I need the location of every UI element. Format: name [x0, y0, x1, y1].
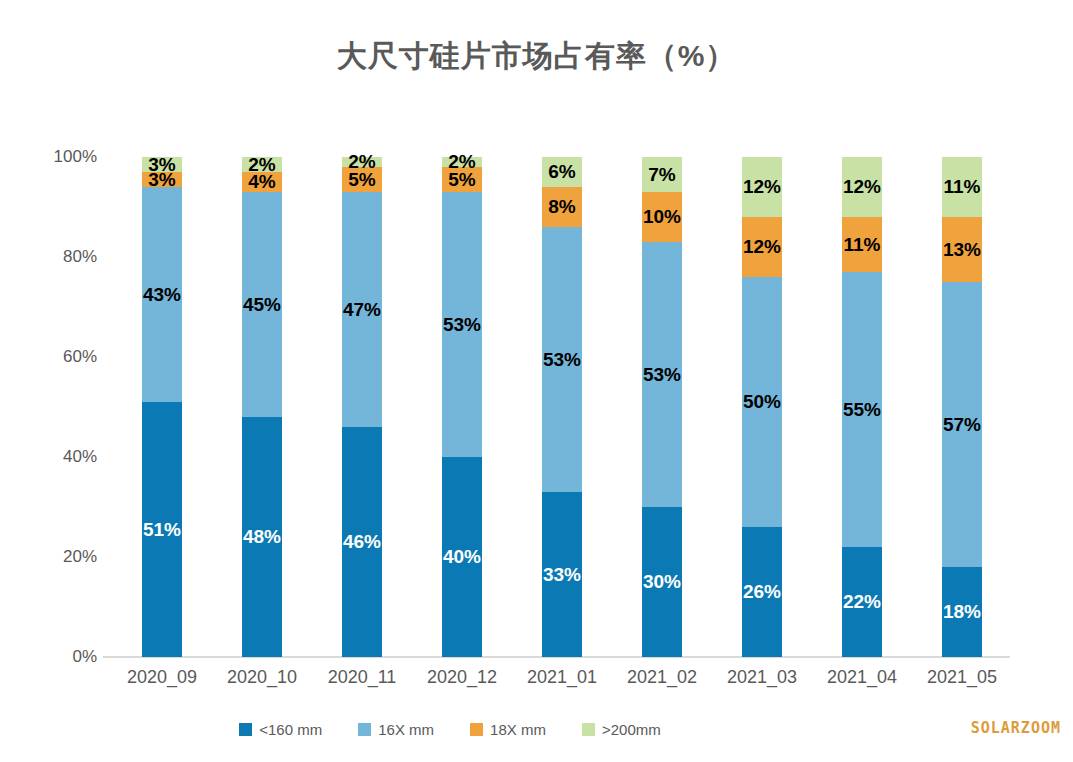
x-axis-tick-label: 2021_03 [707, 667, 817, 688]
bar-segment [842, 547, 882, 657]
bar-segment [642, 242, 682, 507]
bar-segment [242, 157, 282, 172]
bar-segment [342, 427, 382, 657]
bar-segment [242, 417, 282, 657]
legend-item: 18X mm [470, 721, 546, 738]
bar-segment [342, 157, 382, 167]
x-axis-tick-label: 2021_04 [807, 667, 917, 688]
legend-label: 16X mm [378, 721, 434, 738]
legend-swatch-icon [239, 723, 252, 736]
legend-swatch-icon [358, 723, 371, 736]
legend-swatch-icon [470, 723, 483, 736]
y-axis-tick-label: 100% [20, 148, 97, 166]
bar-segment [542, 227, 582, 492]
bar-segment [742, 277, 782, 527]
bar-segment [542, 157, 582, 187]
y-axis-tick-label: 20% [20, 548, 97, 566]
bar-segment [342, 167, 382, 192]
bar-segment [942, 217, 982, 282]
bar-segment [242, 192, 282, 417]
x-axis-tick-label: 2020_10 [207, 667, 317, 688]
bar-segment [842, 157, 882, 217]
bar-segment [442, 167, 482, 192]
bar-segment [742, 157, 782, 217]
x-axis-tick-label: 2020_09 [107, 667, 217, 688]
legend-swatch-icon [582, 723, 595, 736]
legend-item: >200mm [582, 721, 661, 738]
bar-segment [742, 527, 782, 657]
bar-segment [942, 567, 982, 657]
y-axis-tick-label: 60% [20, 348, 97, 366]
bar-segment [142, 187, 182, 402]
x-axis-tick-label: 2020_12 [407, 667, 517, 688]
x-axis-tick-label: 2020_11 [307, 667, 417, 688]
bar-segment [142, 172, 182, 187]
y-axis-tick-label: 40% [20, 448, 97, 466]
bar-segment [942, 157, 982, 217]
x-axis-tick-label: 2021_05 [907, 667, 1017, 688]
y-axis-tick-label: 80% [20, 248, 97, 266]
watermark-text: SOLARZOOM [971, 719, 1061, 737]
y-axis-tick-label: 0% [20, 648, 97, 666]
bar-segment [542, 492, 582, 657]
bar-segment [642, 192, 682, 242]
legend-item: <160 mm [239, 721, 322, 738]
legend-item: 16X mm [358, 721, 434, 738]
bar-segment [442, 192, 482, 457]
bar-segment [142, 402, 182, 657]
chart-page: 大尺寸硅片市场占有率（%） 0%20%40%60%80%100%51%43%3%… [0, 0, 1073, 762]
x-axis-tick-label: 2021_02 [607, 667, 717, 688]
bar-segment [842, 272, 882, 547]
bar-segment [342, 192, 382, 427]
bar-segment [542, 187, 582, 227]
bar-segment [142, 157, 182, 172]
bar-segment [742, 217, 782, 277]
bar-segment [842, 217, 882, 272]
legend-label: <160 mm [259, 721, 322, 738]
legend-label: 18X mm [490, 721, 546, 738]
legend: <160 mm 16X mm 18X mm >200mm [0, 721, 900, 738]
plot-area: 0%20%40%60%80%100%51%43%3%3%2020_0948%45… [0, 0, 1073, 762]
bar-segment [942, 282, 982, 567]
bar-segment [242, 172, 282, 192]
bar-segment [442, 457, 482, 657]
legend-label: >200mm [602, 721, 661, 738]
bar-segment [642, 507, 682, 657]
bar-segment [442, 157, 482, 167]
x-axis-tick-label: 2021_01 [507, 667, 617, 688]
bar-segment [642, 157, 682, 192]
